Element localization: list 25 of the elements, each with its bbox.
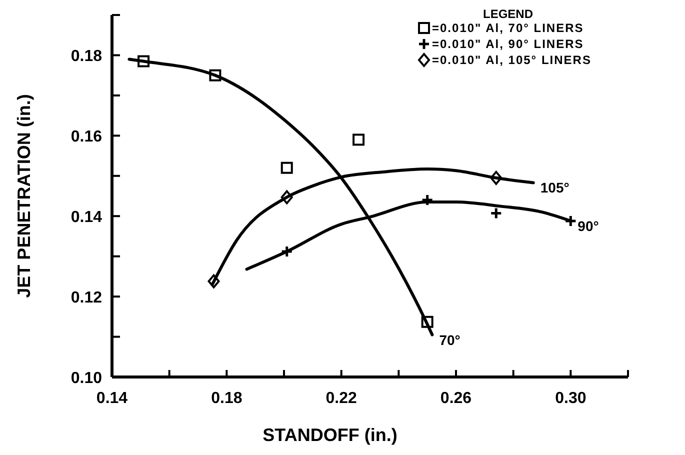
y-tick-label: 0.14	[70, 209, 102, 226]
x-tick-label: 0.22	[326, 390, 358, 407]
legend-title: LEGEND	[482, 7, 534, 21]
legend-label: =0.010" Al, 90° LINERS	[432, 37, 584, 51]
y-tick-label: 0.16	[70, 128, 102, 146]
y-tick-label: 0.12	[70, 290, 102, 307]
x-axis-title: STANDOFF (in.)	[262, 425, 398, 445]
x-tick-label: 0.14	[96, 390, 128, 407]
series-label: 105°	[540, 180, 570, 196]
point	[490, 207, 502, 220]
point	[280, 162, 293, 174]
series-label: 70°	[439, 332, 460, 348]
point	[352, 134, 365, 146]
x-tick-label: 0.18	[211, 390, 242, 407]
y-axis-title: JET PENETRATION (in.)	[14, 94, 34, 298]
point	[280, 245, 294, 258]
x-tick-label: 0.26	[440, 390, 472, 407]
series-label: 90°	[578, 218, 599, 234]
y-tick-label: 0.18	[70, 48, 102, 66]
point	[564, 214, 577, 228]
text: 0.30	[555, 390, 586, 407]
legend-label: =0.010" Al, 70° LINERS	[432, 21, 584, 35]
legend-label: =0.010" Al, 105° LINERS	[432, 53, 592, 67]
text: 0.10	[70, 370, 102, 387]
point	[421, 194, 434, 206]
